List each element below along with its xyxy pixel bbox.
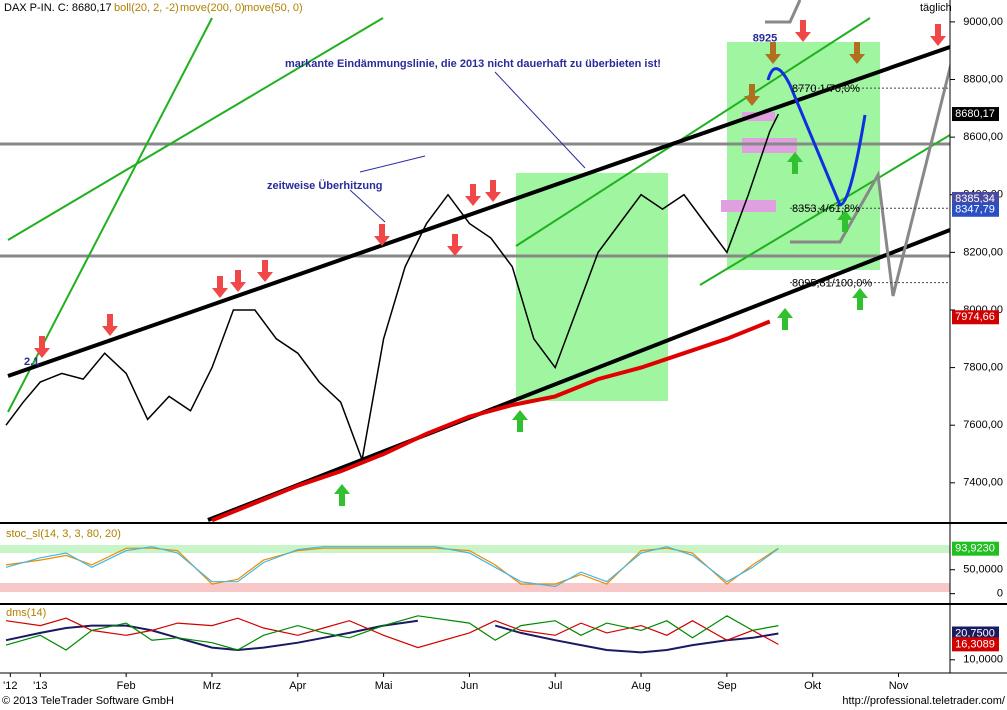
x-tick-label: Feb <box>117 680 136 692</box>
copyright: © 2013 TeleTrader Software GmbH <box>2 695 174 707</box>
projection <box>765 0 802 24</box>
x-tick-label: '12 <box>3 680 17 692</box>
series-line <box>5 546 779 588</box>
signal-arrow <box>512 410 528 432</box>
value-label: 7974,66 <box>955 311 995 323</box>
annotation: zeitweise Überhitzung <box>267 179 383 192</box>
y-tick-label: 8800,00 <box>963 73 1003 85</box>
signal-arrow <box>777 308 793 330</box>
frame <box>0 0 1007 674</box>
annotation: markante Eindämmungslinie, die 2013 nich… <box>285 58 661 70</box>
x-tick-label: Mrz <box>203 680 221 692</box>
signal-arrow <box>849 42 865 64</box>
signal-arrow <box>212 276 228 298</box>
indicator: move(50, 0) <box>244 2 303 14</box>
stoch-panel <box>0 545 950 592</box>
value-box <box>952 310 999 325</box>
y-tick-label: 7800,00 <box>963 361 1003 373</box>
x-tick-label: Apr <box>289 680 306 692</box>
value-box <box>952 637 999 652</box>
url: http://professional.teletrader.com/ <box>842 695 1006 707</box>
value-box <box>952 107 999 122</box>
signal-arrow <box>447 234 463 256</box>
value-box <box>952 541 999 556</box>
x-tick-label: Sep <box>717 680 737 692</box>
zone <box>516 173 668 401</box>
value-label: 8385,34 <box>955 193 995 205</box>
y-tick-label: 50,0000 <box>963 564 1003 576</box>
y-tick-label: 7400,00 <box>963 477 1003 489</box>
value-label: 16,3089 <box>955 638 995 650</box>
signal-arrow <box>744 84 760 106</box>
series-line <box>5 113 780 463</box>
trend-line <box>7 45 950 378</box>
signal-arrow <box>34 336 50 358</box>
signal-arrow <box>230 270 246 292</box>
fib-label: 8770,1/70,0% <box>792 83 860 95</box>
value-label: 8347,79 <box>955 204 995 216</box>
x-tick-label: Mai <box>375 680 393 692</box>
dms-panel <box>5 615 779 654</box>
zone <box>742 112 775 121</box>
signal-arrow <box>765 42 781 64</box>
signal-arrow <box>257 260 273 282</box>
annotation-arrow <box>349 71 586 223</box>
value-label: 20,7500 <box>955 627 995 639</box>
y-tick-label: 8200,00 <box>963 246 1003 258</box>
y-tick-label: 8600,00 <box>963 131 1003 143</box>
y-tick-label: 9000,00 <box>963 16 1003 28</box>
series-line <box>5 619 779 654</box>
indicator: move(200, 0) <box>180 2 245 14</box>
trend-line <box>207 228 950 522</box>
value-label: 8680,17 <box>955 108 995 120</box>
series-line <box>5 617 779 649</box>
projection <box>766 67 867 207</box>
series-line <box>5 615 779 651</box>
fib-label: 8353,4/61,8% <box>792 203 860 215</box>
chart-title: DAX P-IN. C: 8680,17 <box>4 2 112 14</box>
signal-arrow <box>795 20 811 42</box>
y-tick-label: 7600,00 <box>963 419 1003 431</box>
panel-title: dms(14) <box>6 607 46 619</box>
projection <box>790 61 950 297</box>
indicator: boll(20, 2, -2) <box>114 2 179 14</box>
signal-arrow <box>837 210 853 232</box>
x-tick-label: Jul <box>548 680 562 692</box>
signal-arrow <box>852 288 868 310</box>
band <box>0 583 950 592</box>
signal-arrow <box>102 314 118 336</box>
panel-title: stoc_sl(14, 3, 3, 80, 20) <box>6 528 121 540</box>
signal-arrow <box>930 24 946 46</box>
zone <box>721 200 776 212</box>
y-tick-label: 10,0000 <box>963 654 1003 666</box>
signal-arrow <box>787 152 803 174</box>
x-tick-label: '13 <box>33 680 47 692</box>
x-tick-label: Aug <box>631 680 651 692</box>
signal-arrow <box>334 484 350 506</box>
value-box <box>952 202 999 217</box>
value-box <box>952 626 999 641</box>
annotation: 2.1 <box>24 356 39 368</box>
y-tick-label: 0 <box>997 588 1003 600</box>
band <box>0 545 950 553</box>
signal-arrow <box>485 180 501 202</box>
x-tick-label: Okt <box>804 680 821 692</box>
signal-arrow <box>465 184 481 206</box>
fib-label: 8095,81/100,0% <box>792 278 872 290</box>
period: täglich <box>920 2 952 14</box>
x-tick-label: Nov <box>889 680 909 692</box>
signal-arrow <box>374 224 390 246</box>
value-box <box>952 191 999 206</box>
x-tick-label: Jun <box>461 680 479 692</box>
series-line <box>211 319 771 522</box>
main-panel: markante Eindämmungslinie, die 2013 nich… <box>0 0 950 522</box>
value-label: 93,9230 <box>955 543 995 555</box>
peak-label: 8925 <box>753 32 777 44</box>
